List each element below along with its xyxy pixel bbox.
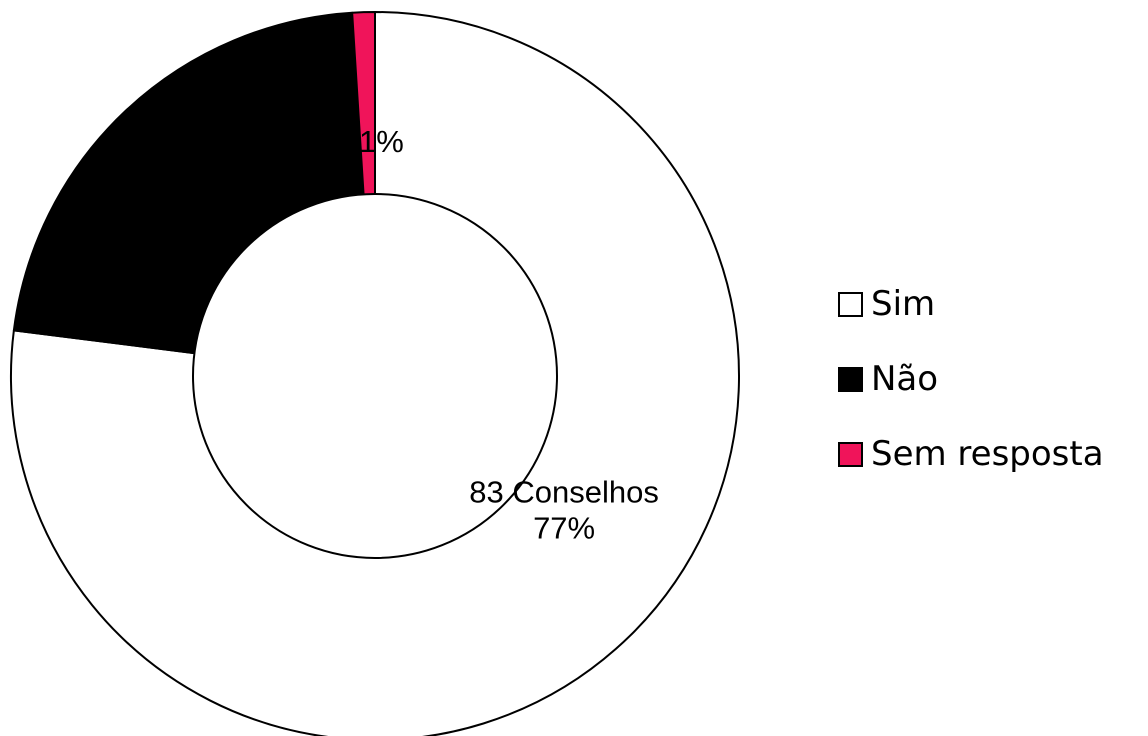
legend-swatch (838, 366, 863, 392)
slice-label-sem-resposta: 1% (359, 124, 404, 159)
legend-label: Não (871, 359, 939, 399)
legend-label: Sem resposta (871, 434, 1104, 474)
legend-label: Sim (871, 284, 936, 324)
slice-percent-label: 1% (359, 124, 404, 159)
donut-hole (192, 193, 558, 559)
slice-percent-label: 77% (533, 511, 595, 546)
slice-label-sim: 83 Conselhos 77% (469, 475, 659, 546)
slice-count-label: 24 Conselhos (139, 164, 329, 199)
legend-swatch (838, 291, 863, 317)
slice-count-label: 83 Conselhos (469, 475, 659, 510)
slice-labels: 83 Conselhos 77% 24 Conselhos 22% 1% (139, 124, 659, 545)
legend-swatch (838, 441, 863, 467)
legend-item-sem-resposta: Sem resposta (838, 430, 1104, 478)
legend: Sim Não Sem resposta (838, 280, 1104, 505)
legend-item-sim: Sim (838, 280, 1104, 328)
slice-label-nao: 24 Conselhos 22% (139, 164, 329, 235)
slice-percent-label: 22% (203, 200, 265, 235)
legend-item-nao: Não (838, 355, 1104, 403)
